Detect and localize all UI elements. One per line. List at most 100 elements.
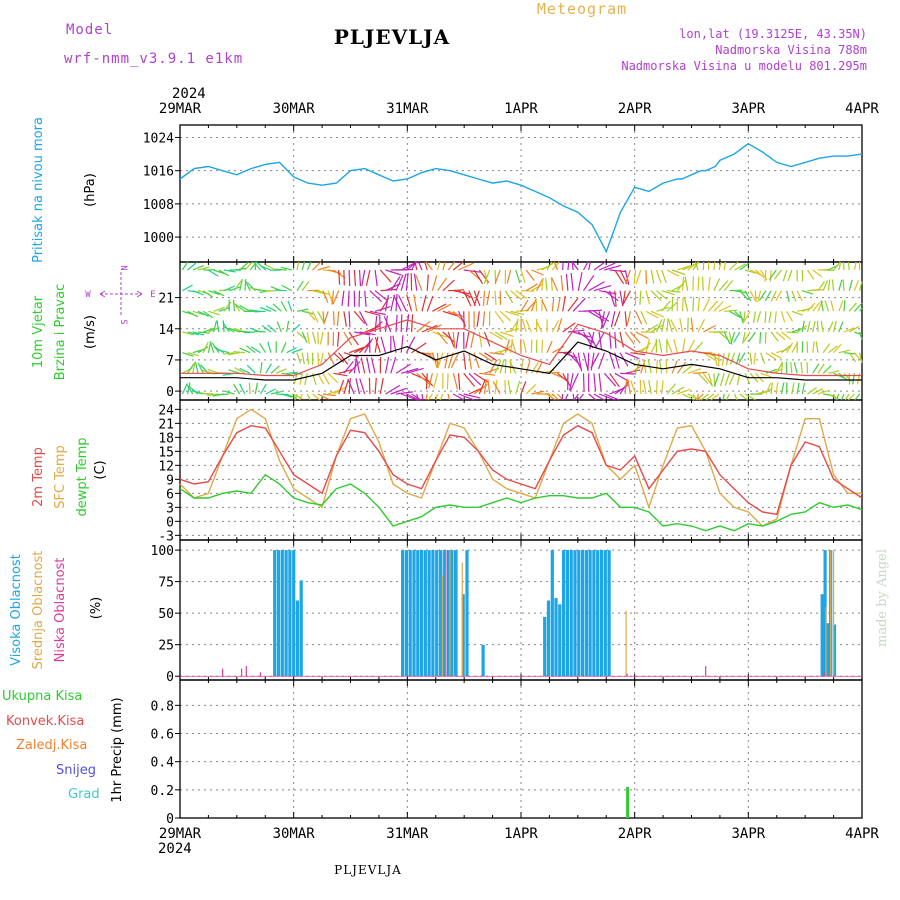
wind-arrow: [182, 284, 193, 292]
wind-arrow: [546, 393, 556, 401]
elevation-text: Nadmorska Visina 788m: [715, 43, 867, 57]
wind-compass-icon: W E N S: [85, 265, 155, 324]
wind-arrow: [755, 269, 765, 279]
wind-arrow: [739, 290, 749, 301]
wind-arrow: [453, 393, 465, 401]
station-title: PLJEVLJA: [334, 25, 450, 49]
wind-arrow: [733, 331, 741, 343]
wind-arrow: [807, 387, 818, 395]
wind-arrow: [338, 352, 349, 365]
wind-arrow: [759, 331, 762, 344]
wind-arrow: [239, 367, 251, 374]
wind-arrow: [787, 269, 793, 281]
wind-arrow: [413, 273, 418, 291]
wind-arrow: [729, 352, 736, 365]
wind-arrow: [765, 352, 776, 360]
wind-arrow: [369, 290, 383, 303]
wind-arrow: [609, 290, 616, 307]
wind-arrow: [859, 307, 863, 312]
wind-arrow: [774, 311, 777, 324]
wind-arrow: [368, 336, 371, 353]
wind-arrow: [515, 318, 519, 333]
wind-arrow: [744, 373, 751, 385]
high-cloud-bar: [435, 550, 439, 677]
wind-arrow: [406, 393, 420, 401]
wind-arrow: [730, 331, 736, 345]
wind-arrow: [473, 269, 484, 285]
wind-arrow: [192, 361, 196, 374]
temp-tick-label: -3: [158, 529, 174, 544]
pressure-ylabel: Pritisak na nivou mora: [31, 117, 46, 263]
wind-tick-label: 0: [166, 385, 174, 400]
wind-arrow: [306, 261, 312, 271]
temp-tick-label: 24: [158, 403, 174, 418]
wind-arrow: [670, 319, 678, 333]
wind-arrow: [738, 352, 746, 364]
wind-ylabel-2: Brzina i Pravac: [53, 284, 68, 381]
wind-arrow: [411, 393, 422, 401]
wind-arrow: [265, 305, 277, 312]
wind-arrow: [239, 383, 246, 395]
wind-arrow: [828, 370, 840, 374]
wind-arrow: [629, 331, 641, 344]
wind-arrow: [194, 361, 199, 374]
wind-arrow: [281, 284, 293, 292]
wind-arrow: [560, 275, 564, 291]
mid-cloud-bar: [830, 550, 832, 677]
wind-arrow: [492, 381, 501, 395]
wind-arrow: [624, 311, 628, 327]
wind-arrow: [655, 319, 663, 333]
wind-arrow: [844, 393, 850, 401]
high-cloud-bar: [546, 600, 551, 677]
wind-arrow: [312, 290, 325, 295]
wind-arrow: [645, 338, 650, 353]
wind-arrow: [770, 331, 779, 342]
wind-arrow: [848, 302, 857, 312]
temp-tick-label: 21: [158, 417, 174, 432]
precip-tick-label: 0.8: [151, 699, 174, 714]
wind-arrow: [243, 331, 256, 334]
wind-arrow: [562, 372, 572, 388]
wind-arrow: [562, 322, 576, 333]
wind-arrow: [374, 306, 391, 312]
wind-arrow: [233, 351, 245, 354]
wind-arrow: [479, 372, 495, 376]
high-cloud-bar: [558, 604, 562, 677]
model-name: wrf-nmm_v3.9.1 e1km: [64, 51, 243, 67]
wind-arrow: [245, 345, 256, 354]
wind-arrow: [390, 356, 397, 374]
wind-arrow: [828, 345, 838, 354]
wind-arrow: [414, 261, 418, 271]
wind-arrow: [661, 318, 666, 333]
wind-arrow: [202, 290, 214, 298]
wind-arrow: [682, 393, 695, 401]
wind-arrow: [319, 331, 324, 345]
wind-arrow: [395, 391, 414, 395]
wind-arrow: [336, 311, 340, 327]
wind-arrow: [272, 303, 282, 312]
wind-arrow: [426, 295, 434, 312]
mid-cloud-bar: [456, 550, 459, 677]
wind-arrow: [812, 388, 823, 395]
wind-arrow: [431, 275, 438, 291]
wind-arrow: [624, 352, 640, 360]
wind-arrow: [411, 314, 414, 333]
wind-arrow: [770, 382, 773, 395]
wind-arrow: [793, 362, 798, 374]
wind-arrow: [232, 383, 241, 395]
wind-arrow: [764, 290, 772, 302]
wind-arrow: [588, 261, 591, 271]
wind-arrow: [551, 277, 559, 291]
precip-ylabel: 1hr Precip (mm): [110, 697, 125, 802]
pressure-tick-label: 1008: [143, 198, 174, 213]
wind-arrow: [812, 341, 815, 353]
wind-arrow: [446, 373, 449, 390]
wind-arrow: [673, 338, 678, 353]
wind-arrow: [655, 269, 662, 284]
wind-arrow: [317, 393, 330, 400]
wind-arrow: [640, 342, 652, 354]
high-cloud-bar: [550, 550, 554, 677]
wind-arrow: [228, 327, 240, 333]
footer-station: PLJEVLJA: [334, 863, 402, 877]
wind-arrow: [661, 269, 667, 283]
